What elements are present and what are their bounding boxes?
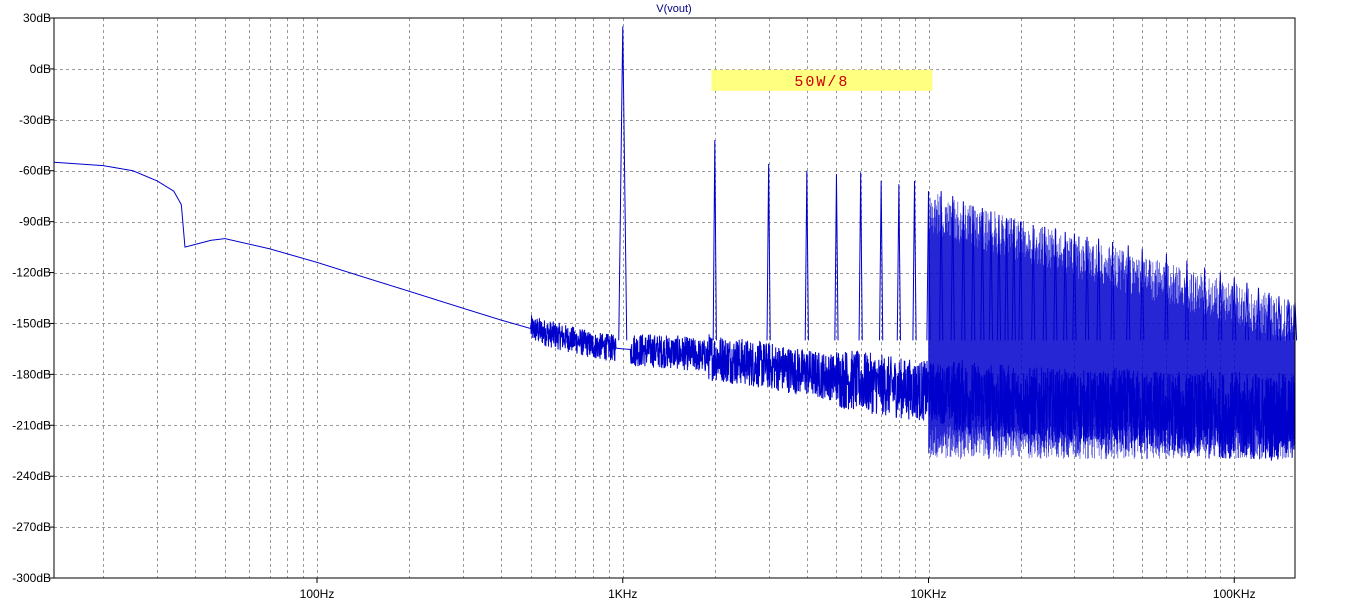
harmonic-peak bbox=[1096, 238, 1101, 341]
harmonic-peak bbox=[1232, 277, 1237, 341]
harmonic-peak bbox=[712, 140, 717, 341]
harmonic-peak bbox=[1256, 287, 1261, 341]
harmonic-peak bbox=[988, 211, 994, 341]
harmonic-peak bbox=[1004, 218, 1009, 341]
harmonic-peak bbox=[961, 201, 966, 341]
y-tick-label: -300dB bbox=[12, 571, 51, 585]
harmonic-peak bbox=[766, 163, 771, 341]
harmonic-peak bbox=[1244, 282, 1250, 341]
y-tick-label: -240dB bbox=[12, 469, 51, 483]
harmonic-peak bbox=[1018, 221, 1023, 341]
harmonic-peak bbox=[1042, 226, 1047, 341]
harmonic-peak bbox=[1063, 231, 1068, 341]
y-tick-label: -210dB bbox=[12, 418, 51, 432]
y-tick-label: -30dB bbox=[19, 113, 51, 127]
y-tick-label: -90dB bbox=[19, 215, 51, 229]
harmonic-peak bbox=[996, 214, 1002, 341]
plot-frame bbox=[53, 17, 1296, 579]
harmonic-peak bbox=[1031, 225, 1036, 341]
series-layer bbox=[53, 26, 1298, 461]
trace-title[interactable]: V(vout) bbox=[656, 3, 691, 15]
harmonic-peak bbox=[896, 184, 901, 341]
harmonic-peak bbox=[971, 206, 976, 341]
y-tick-label: -270dB bbox=[12, 520, 51, 534]
annotation[interactable]: 50W/8 bbox=[711, 69, 933, 91]
annotation-box bbox=[711, 69, 933, 91]
harmonic-peak bbox=[858, 172, 863, 341]
harmonic-peak bbox=[879, 180, 884, 341]
harmonic-peak bbox=[939, 191, 944, 341]
harmonic-peak bbox=[618, 26, 628, 341]
harmonic-peak bbox=[950, 196, 955, 341]
harmonic-envelope bbox=[928, 194, 1296, 460]
y-tick-label: -120dB bbox=[12, 266, 51, 280]
y-axis-labels: 30dB 0dB -30dB -60dB -90dB -120dB -150dB -180dB… bbox=[12, 11, 54, 585]
harmonic-peak bbox=[1286, 299, 1291, 341]
y-tick-label: -180dB bbox=[12, 367, 51, 381]
harmonic-peak bbox=[1053, 228, 1058, 341]
harmonic-peak bbox=[1011, 219, 1016, 341]
x-axis-labels: 100Hz 1KHz 10KHz 100KHz bbox=[300, 578, 1256, 601]
y-tick-label: -150dB bbox=[12, 316, 51, 330]
x-tick-label: 100Hz bbox=[300, 587, 335, 601]
y-tick-label: -60dB bbox=[19, 164, 51, 178]
harmonic-peak bbox=[804, 170, 809, 341]
harmonic-peak bbox=[1164, 253, 1169, 341]
harmonic-peak bbox=[1110, 241, 1115, 341]
harmonic-peak bbox=[1084, 236, 1090, 341]
harmonic-peak bbox=[980, 208, 985, 341]
y-tick-label: 0dB bbox=[30, 62, 51, 76]
annotation-text: 50W/8 bbox=[794, 74, 849, 91]
x-tick-label: 100KHz bbox=[1213, 587, 1256, 601]
x-tick-label: 10KHz bbox=[910, 587, 946, 601]
harmonic-peak bbox=[1072, 233, 1077, 341]
x-tick-label: 1KHz bbox=[608, 587, 637, 601]
harmonic-peak bbox=[1202, 267, 1207, 341]
harmonic-peak bbox=[1184, 260, 1189, 341]
harmonic-peak bbox=[926, 191, 931, 341]
harmonic-peak bbox=[912, 180, 917, 341]
harmonic-peak bbox=[1267, 292, 1272, 341]
harmonic-peak bbox=[1126, 245, 1131, 341]
harmonic-peak bbox=[834, 174, 839, 341]
harmonic-peak bbox=[1276, 296, 1282, 341]
harmonic-peak bbox=[1218, 272, 1223, 341]
harmonic-peak bbox=[1140, 248, 1145, 341]
y-tick-label: 30dB bbox=[23, 11, 51, 25]
